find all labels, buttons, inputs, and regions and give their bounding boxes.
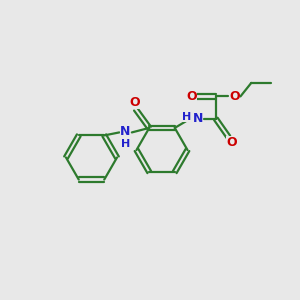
Text: O: O [226, 136, 237, 149]
Text: N: N [120, 125, 130, 138]
Text: H: H [182, 112, 191, 122]
Text: N: N [193, 112, 203, 125]
Text: O: O [230, 90, 240, 103]
Text: O: O [186, 90, 196, 103]
Text: O: O [129, 96, 140, 109]
Text: H: H [121, 139, 130, 149]
